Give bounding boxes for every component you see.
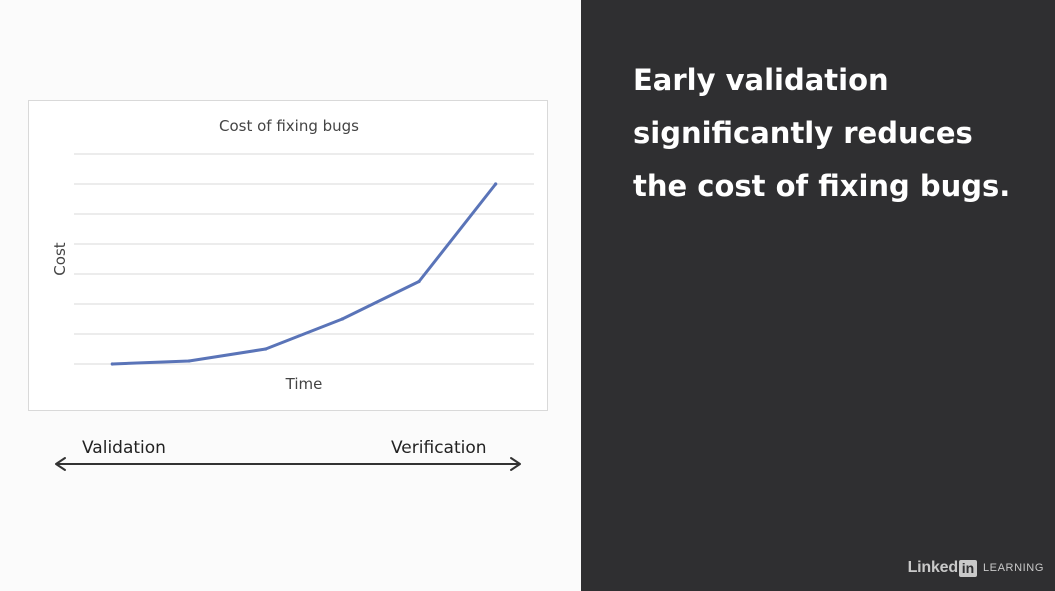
slide-headline: Early validation significantly reduces t… <box>633 54 1033 213</box>
logo-in-icon: in <box>959 560 977 577</box>
left-content-panel: Cost of fixing bugs Time Cost Validation V… <box>0 0 581 591</box>
linkedin-learning-logo: Linked in LEARNING <box>908 559 1044 577</box>
x-axis-label: Time <box>285 375 323 393</box>
cost-data-point <box>494 182 497 185</box>
cost-data-point <box>187 359 190 362</box>
logo-linked-text: Linked <box>908 559 958 577</box>
y-axis-label: Cost <box>51 242 69 275</box>
validation-label: Validation <box>82 437 166 459</box>
right-headline-panel: Early validation significantly reduces t… <box>581 0 1055 591</box>
cost-data-point <box>111 362 114 365</box>
chart-title: Cost of fixing bugs <box>219 117 359 135</box>
cost-data-point <box>264 347 267 350</box>
cost-data-point <box>417 280 420 283</box>
verification-label: Verification <box>391 437 487 459</box>
cost-data-point <box>341 317 344 320</box>
logo-learning-text: LEARNING <box>983 562 1044 574</box>
cost-chart: Cost of fixing bugs Time Cost <box>29 101 549 412</box>
cost-chart-container: Cost of fixing bugs Time Cost <box>28 100 548 411</box>
